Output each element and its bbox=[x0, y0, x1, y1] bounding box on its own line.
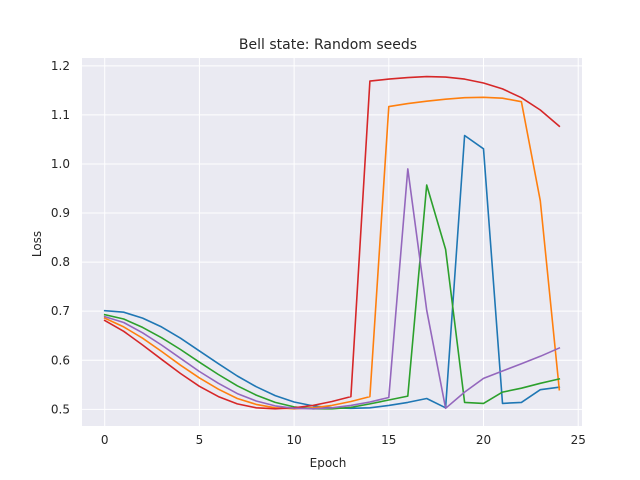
x-tick-label: 25 bbox=[571, 433, 586, 447]
x-tick-label: 0 bbox=[101, 433, 109, 447]
y-tick-label: 0.9 bbox=[51, 206, 70, 220]
y-tick-label: 0.8 bbox=[51, 255, 70, 269]
chart-title: Bell state: Random seeds bbox=[239, 37, 417, 53]
series-line-4 bbox=[103, 75, 561, 410]
plot-area bbox=[82, 58, 582, 426]
x-tick-label: 15 bbox=[381, 433, 396, 447]
series-layer bbox=[103, 75, 561, 410]
y-tick-label: 1.1 bbox=[51, 108, 70, 122]
y-axis-label: Loss bbox=[30, 231, 44, 257]
y-tick-label: 0.6 bbox=[51, 353, 70, 367]
series-line-3 bbox=[103, 184, 561, 410]
series-line-2 bbox=[103, 96, 561, 410]
x-tick-labels: 0 5 10 15 20 25 bbox=[101, 433, 586, 447]
x-tick-label: 5 bbox=[196, 433, 204, 447]
grid-lines bbox=[82, 58, 582, 426]
series-line-5 bbox=[103, 168, 561, 410]
x-tick-label: 10 bbox=[286, 433, 301, 447]
y-tick-label: 1.2 bbox=[51, 59, 70, 73]
y-tick-labels: 0.5 0.6 0.7 0.8 0.9 1.0 1.1 1.2 bbox=[51, 59, 70, 416]
x-tick-label: 20 bbox=[476, 433, 491, 447]
y-tick-label: 0.7 bbox=[51, 304, 70, 318]
x-axis-label: Epoch bbox=[310, 456, 347, 470]
y-tick-label: 0.5 bbox=[51, 402, 70, 416]
y-tick-label: 1.0 bbox=[51, 157, 70, 171]
